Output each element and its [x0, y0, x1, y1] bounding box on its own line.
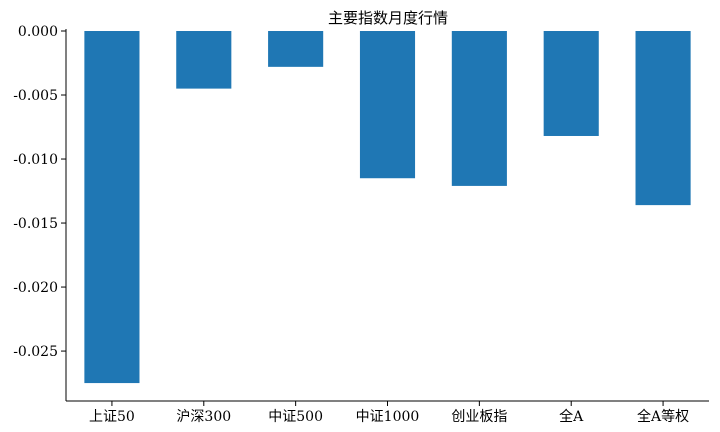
x-axis: 上证50 沪深300 中证500 中证1000 创业板指 全A 全A等权 — [66, 400, 709, 425]
bars-group — [84, 31, 691, 384]
bar-1 — [176, 31, 232, 89]
chart-title: 主要指数月度行情 — [328, 9, 448, 27]
y-tick-label-4: -0.020 — [13, 280, 58, 296]
x-tick-label-1: 沪深300 — [176, 409, 231, 425]
x-tick-label-4: 创业板指 — [451, 409, 507, 425]
y-tick-label-0: 0.000 — [18, 24, 58, 40]
bar-6 — [635, 31, 691, 206]
x-tick-label-5: 全A — [559, 408, 584, 425]
bar-3 — [359, 31, 416, 179]
bar-4 — [451, 31, 507, 186]
bar-5 — [543, 31, 599, 136]
x-tick-label-2: 中证500 — [268, 409, 323, 425]
y-tick-label-2: -0.010 — [13, 152, 58, 168]
y-axis: 0.000 -0.005 -0.010 -0.015 -0.020 -0.025 — [13, 24, 67, 401]
x-tick-label-6: 全A等权 — [637, 408, 689, 425]
y-tick-label-3: -0.015 — [13, 216, 58, 232]
y-tick-label-1: -0.005 — [13, 88, 58, 104]
bar-0 — [84, 31, 140, 384]
x-tick-label-0: 上证50 — [89, 409, 135, 425]
x-tick-label-3: 中证1000 — [356, 409, 420, 425]
bar-2 — [268, 31, 324, 67]
y-tick-label-5: -0.025 — [13, 344, 58, 360]
